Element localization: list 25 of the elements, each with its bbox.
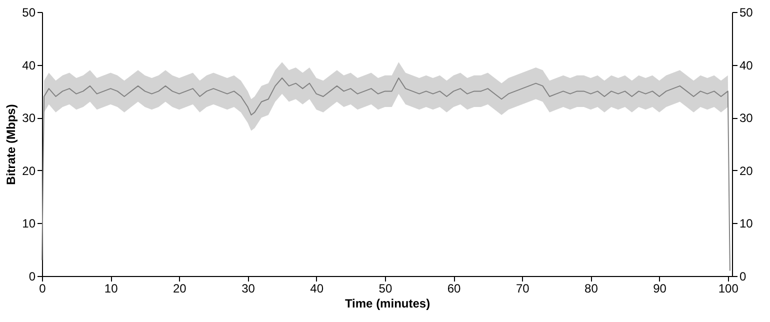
x-tick-label: 90 [653, 282, 667, 296]
y2-tick-label: 50 [740, 6, 754, 20]
x-tick-label: 80 [584, 282, 598, 296]
x-tick-label: 0 [39, 282, 46, 296]
x-tick-label: 40 [310, 282, 324, 296]
y-tick-label: 30 [22, 111, 36, 126]
y-tick-label: 20 [22, 164, 36, 178]
x-tick-label: 30 [242, 282, 256, 296]
x-tick-label: 20 [172, 282, 187, 296]
y-tick-label: 40 [22, 58, 36, 72]
y2-tick-label: 30 [740, 111, 754, 126]
y2-tick-label: 20 [740, 164, 754, 178]
y2-tick-label: 40 [740, 58, 754, 72]
y2-tick-label: 0 [740, 270, 746, 284]
y-tick-label: 10 [22, 216, 36, 231]
y2-tick-label: 10 [740, 216, 754, 231]
x-tick-label: 50 [378, 282, 392, 296]
x-tick-label: 70 [516, 282, 530, 296]
x-tick-label: 60 [447, 282, 462, 296]
y-tick-label: 0 [28, 270, 36, 284]
x-axis-title: Time (minutes) [344, 296, 430, 310]
x-tick-label: 100 [718, 282, 739, 296]
x-tick-label: 10 [104, 282, 118, 296]
y-tick-label: 50 [22, 6, 36, 20]
y-axis-title: Bitrate (Mbps) [4, 104, 18, 185]
